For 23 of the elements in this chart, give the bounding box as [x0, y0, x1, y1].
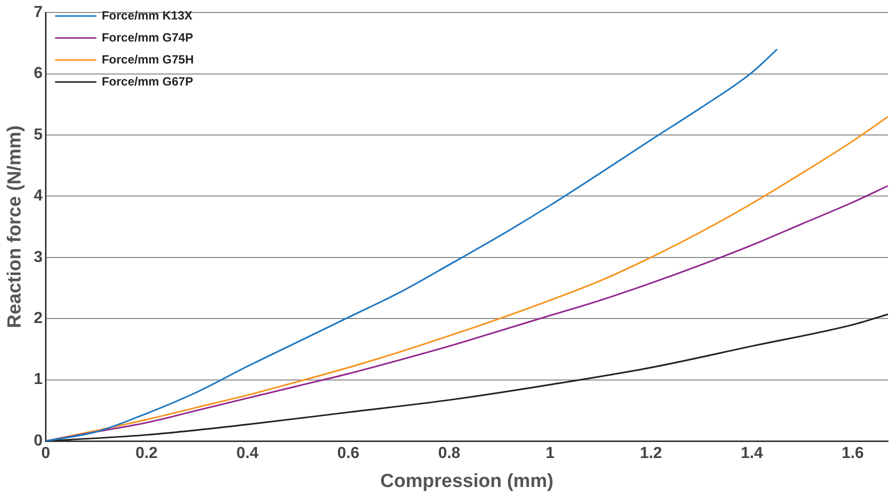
x-tick-label: 1.6: [842, 445, 864, 462]
x-tick-label: 1.4: [740, 445, 764, 462]
x-tick-label: 0.4: [236, 445, 259, 462]
x-axis-title: Compression (mm): [380, 470, 554, 492]
legend-label: Force/mm G74P: [102, 30, 194, 44]
x-tick-label: 1: [546, 445, 555, 462]
y-axis-title: Reaction force (N/mm): [4, 125, 26, 328]
legend-label: Force/mm K13X: [102, 8, 192, 22]
y-tick-label: 6: [34, 65, 43, 82]
y-tick-label: 0: [34, 432, 43, 450]
legend-label: Force/mm G75H: [102, 52, 194, 66]
x-tick-label: 0.2: [135, 445, 158, 462]
y-tick-label: 5: [34, 126, 43, 144]
y-tick-label: 2: [34, 310, 43, 328]
y-tick-label: 3: [34, 248, 43, 266]
legend-label: Force/mm G67P: [102, 74, 194, 88]
y-tick-label: 4: [34, 188, 43, 205]
x-tick-label: 1.2: [640, 445, 662, 462]
y-tick-label: 1: [34, 371, 43, 388]
line-series: [46, 48, 778, 441]
x-tick-label: 0.8: [438, 445, 460, 462]
x-tick-label: 0.6: [337, 445, 360, 462]
y-tick-label: 7: [34, 4, 43, 22]
